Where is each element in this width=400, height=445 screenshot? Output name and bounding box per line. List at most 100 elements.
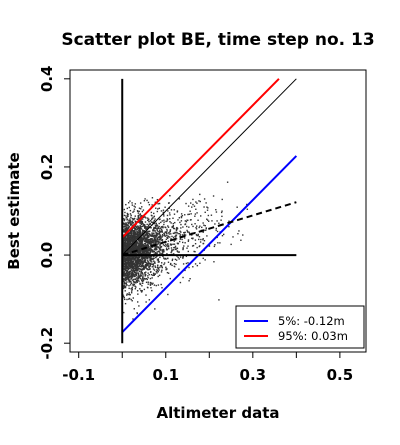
scatter-point bbox=[149, 255, 152, 258]
scatter-point bbox=[178, 258, 180, 260]
scatter-point bbox=[178, 217, 181, 219]
scatter-point bbox=[141, 243, 144, 245]
scatter-point bbox=[149, 250, 151, 252]
scatter-point bbox=[205, 229, 207, 232]
scatter-point bbox=[123, 256, 125, 259]
scatter-point bbox=[175, 259, 178, 261]
scatter-point bbox=[146, 251, 149, 254]
scatter-point bbox=[126, 234, 128, 236]
scatter-point bbox=[130, 290, 133, 292]
scatter-point bbox=[153, 226, 155, 229]
scatter-point bbox=[135, 265, 137, 267]
scatter-point bbox=[124, 246, 127, 248]
scatter-point bbox=[155, 207, 157, 209]
scatter-point bbox=[126, 276, 129, 279]
scatter-point bbox=[238, 230, 240, 232]
scatter-point bbox=[137, 273, 140, 275]
scatter-point bbox=[131, 235, 134, 238]
scatter-point bbox=[128, 233, 130, 235]
scatter-point bbox=[124, 279, 127, 282]
scatter-point bbox=[155, 284, 157, 287]
scatter-point bbox=[128, 206, 130, 209]
scatter-point bbox=[144, 221, 147, 223]
scatter-point bbox=[161, 262, 163, 264]
scatter-point bbox=[192, 203, 194, 206]
scatter-point bbox=[124, 247, 126, 249]
scatter-point bbox=[146, 278, 149, 281]
scatter-point bbox=[129, 218, 131, 220]
scatter-point bbox=[147, 227, 149, 229]
scatter-point bbox=[123, 225, 125, 227]
scatter-point bbox=[151, 246, 153, 248]
scatter-point bbox=[163, 223, 165, 226]
scatter-point bbox=[152, 239, 155, 241]
scatter-point bbox=[128, 251, 130, 253]
scatter-point bbox=[127, 262, 130, 264]
scatter-point bbox=[153, 215, 155, 218]
scatter-point bbox=[172, 226, 174, 228]
scatter-point bbox=[148, 266, 151, 268]
scatter-point bbox=[148, 218, 150, 220]
scatter-point bbox=[127, 235, 130, 238]
scatter-point bbox=[148, 263, 150, 265]
scatter-point bbox=[138, 243, 140, 245]
scatter-point bbox=[136, 237, 139, 239]
scatter-point bbox=[138, 250, 141, 253]
scatter-point bbox=[127, 265, 129, 267]
scatter-point bbox=[148, 273, 150, 276]
scatter-point bbox=[152, 240, 154, 242]
scatter-point bbox=[221, 198, 223, 201]
scatter-point bbox=[136, 301, 139, 303]
scatter-point bbox=[139, 288, 141, 290]
scatter-point bbox=[198, 200, 200, 202]
scatter-point bbox=[188, 232, 191, 234]
scatter-point bbox=[161, 233, 164, 236]
scatter-point bbox=[125, 223, 128, 225]
scatter-point bbox=[124, 223, 127, 226]
scatter-point bbox=[154, 201, 157, 204]
scatter-point bbox=[154, 246, 157, 248]
scatter-point bbox=[128, 241, 130, 243]
scatter-point bbox=[141, 260, 144, 263]
scatter-point bbox=[170, 209, 173, 211]
scatter-point bbox=[195, 225, 198, 227]
scatter-point bbox=[149, 267, 151, 270]
scatter-point bbox=[166, 253, 168, 255]
scatter-point bbox=[176, 255, 178, 257]
scatter-point bbox=[210, 214, 213, 216]
chart-title: Scatter plot BE, time step no. 13 bbox=[61, 30, 374, 50]
scatter-point bbox=[158, 207, 161, 210]
scatter-point bbox=[129, 237, 131, 240]
scatter-point bbox=[135, 269, 137, 272]
scatter-point bbox=[147, 264, 149, 267]
scatter-point bbox=[134, 260, 136, 262]
scatter-point bbox=[127, 248, 130, 251]
scatter-point bbox=[122, 295, 125, 297]
scatter-point bbox=[156, 233, 158, 235]
scatter-point bbox=[136, 246, 138, 248]
scatter-point bbox=[123, 249, 125, 251]
scatter-point bbox=[125, 222, 127, 224]
scatter-point bbox=[156, 244, 158, 246]
scatter-point bbox=[133, 210, 135, 212]
scatter-point bbox=[140, 257, 142, 260]
scatter-point bbox=[128, 250, 130, 252]
scatter-point bbox=[161, 238, 164, 241]
scatter-point bbox=[165, 232, 168, 234]
scatter-point bbox=[152, 257, 154, 259]
scatter-point bbox=[145, 253, 147, 255]
scatter-point bbox=[192, 244, 195, 247]
scatter-point bbox=[152, 264, 155, 266]
scatter-point bbox=[145, 238, 148, 241]
scatter-point bbox=[149, 243, 151, 245]
scatter-point bbox=[192, 225, 194, 228]
scatter-point bbox=[123, 278, 126, 281]
scatter-point bbox=[136, 290, 139, 292]
scatter-point bbox=[156, 251, 158, 253]
scatter-point bbox=[163, 244, 166, 247]
scatter-point bbox=[167, 226, 170, 228]
scatter-point bbox=[139, 243, 141, 245]
scatter-point bbox=[131, 261, 134, 263]
scatter-point bbox=[123, 208, 126, 211]
reference-line-2 bbox=[121, 78, 297, 256]
